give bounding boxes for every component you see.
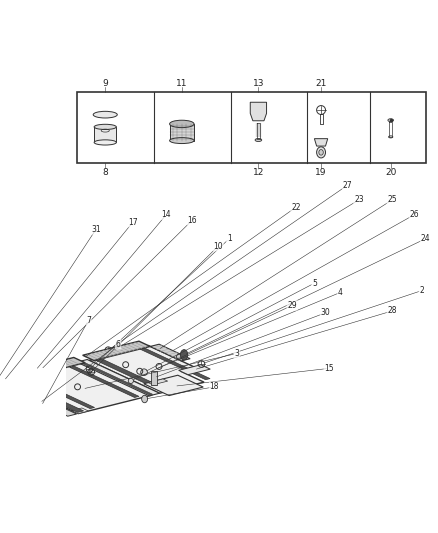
Polygon shape xyxy=(0,377,15,390)
Text: 13: 13 xyxy=(253,79,264,88)
Polygon shape xyxy=(150,344,190,361)
Text: 2: 2 xyxy=(420,286,424,295)
Text: 3: 3 xyxy=(234,349,239,358)
Ellipse shape xyxy=(317,147,325,158)
Bar xyxy=(151,371,157,384)
Text: 25: 25 xyxy=(387,195,397,204)
Text: 5: 5 xyxy=(312,279,317,288)
Polygon shape xyxy=(8,386,77,416)
Polygon shape xyxy=(0,378,11,383)
Polygon shape xyxy=(140,348,210,379)
Text: 7: 7 xyxy=(86,316,91,325)
Text: 8: 8 xyxy=(102,167,108,176)
Text: 29: 29 xyxy=(287,301,297,310)
Ellipse shape xyxy=(388,119,393,122)
Text: 1: 1 xyxy=(227,234,232,243)
Polygon shape xyxy=(95,359,167,391)
Polygon shape xyxy=(80,362,153,395)
Ellipse shape xyxy=(180,350,188,360)
Text: 22: 22 xyxy=(291,203,300,212)
Polygon shape xyxy=(71,408,88,414)
Circle shape xyxy=(141,369,148,376)
Text: 4: 4 xyxy=(338,288,343,297)
Bar xyxy=(94,127,117,142)
Text: 11: 11 xyxy=(176,79,187,88)
Text: 20: 20 xyxy=(385,167,396,176)
Text: 6: 6 xyxy=(116,340,120,349)
Polygon shape xyxy=(89,345,204,393)
Text: 15: 15 xyxy=(325,364,334,373)
Text: 26: 26 xyxy=(410,210,419,219)
Polygon shape xyxy=(70,366,139,398)
Text: 23: 23 xyxy=(354,195,364,204)
Polygon shape xyxy=(179,365,210,375)
Bar xyxy=(78,92,425,163)
Polygon shape xyxy=(7,362,152,414)
Text: 12: 12 xyxy=(253,167,264,176)
Polygon shape xyxy=(250,102,267,121)
Polygon shape xyxy=(83,341,150,360)
Text: 28: 28 xyxy=(388,306,397,316)
Ellipse shape xyxy=(255,139,262,141)
Text: 21: 21 xyxy=(315,79,327,88)
Text: 31: 31 xyxy=(91,225,101,234)
Polygon shape xyxy=(77,359,159,396)
Text: 24: 24 xyxy=(420,234,430,243)
Ellipse shape xyxy=(170,138,194,143)
Polygon shape xyxy=(0,358,85,382)
Text: 10: 10 xyxy=(213,241,223,251)
Polygon shape xyxy=(314,139,328,146)
Polygon shape xyxy=(11,380,84,413)
Ellipse shape xyxy=(32,368,39,373)
Text: 16: 16 xyxy=(187,216,197,225)
Ellipse shape xyxy=(170,120,194,127)
Text: 27: 27 xyxy=(343,181,353,190)
Text: 18: 18 xyxy=(210,382,219,391)
Text: 19: 19 xyxy=(315,167,327,176)
Ellipse shape xyxy=(93,111,117,118)
Text: 30: 30 xyxy=(321,308,330,317)
Circle shape xyxy=(128,378,134,384)
Polygon shape xyxy=(25,377,95,409)
Ellipse shape xyxy=(389,136,393,138)
Ellipse shape xyxy=(94,124,117,130)
Text: 9: 9 xyxy=(102,79,108,88)
Ellipse shape xyxy=(141,395,148,403)
Polygon shape xyxy=(148,379,168,385)
Ellipse shape xyxy=(37,400,46,411)
Ellipse shape xyxy=(94,140,117,145)
Text: 14: 14 xyxy=(162,210,171,219)
Text: 17: 17 xyxy=(128,217,138,227)
Polygon shape xyxy=(144,375,203,395)
Ellipse shape xyxy=(319,150,323,155)
Bar xyxy=(170,124,194,141)
